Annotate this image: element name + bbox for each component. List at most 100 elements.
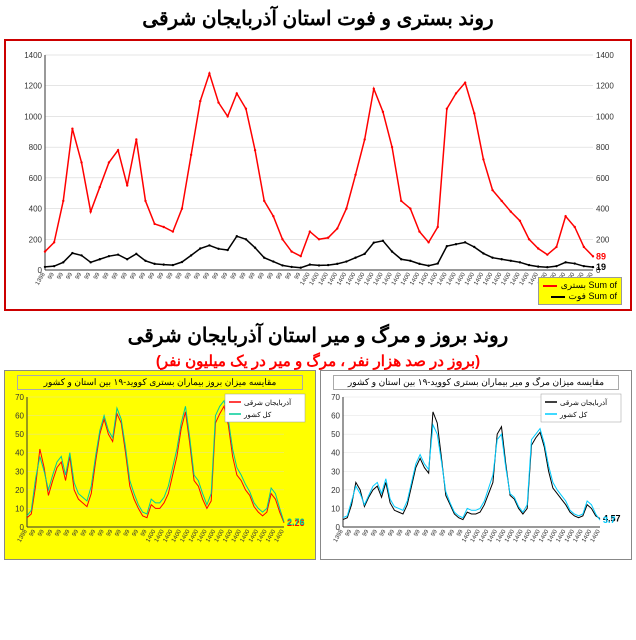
- svg-text:99: 99: [413, 528, 422, 537]
- svg-text:99: 99: [132, 528, 141, 537]
- svg-text:99: 99: [422, 528, 431, 537]
- svg-text:20: 20: [15, 486, 24, 495]
- svg-text:99: 99: [93, 271, 102, 280]
- svg-text:40: 40: [331, 449, 340, 458]
- svg-text:40: 40: [15, 449, 24, 458]
- section1-title: روند بستری و فوت استان آذربایجان شرقی: [0, 0, 636, 37]
- svg-text:99: 99: [184, 271, 193, 280]
- section-incidence-mortality: روند بروز و مرگ و میر استان آذربایجان شر…: [0, 317, 636, 564]
- svg-text:99: 99: [353, 528, 362, 537]
- svg-text:70: 70: [331, 393, 340, 402]
- svg-text:99: 99: [72, 528, 81, 537]
- svg-text:99: 99: [439, 528, 448, 537]
- svg-text:99: 99: [47, 271, 56, 280]
- mortality-chart: مقایسه میزان مرگ و میر بیماران بستری کوو…: [320, 370, 632, 560]
- svg-text:10: 10: [331, 504, 340, 513]
- svg-text:99: 99: [102, 271, 111, 280]
- svg-text:600: 600: [29, 174, 43, 183]
- svg-text:99: 99: [111, 271, 120, 280]
- svg-text:20: 20: [331, 486, 340, 495]
- svg-text:99: 99: [63, 528, 72, 537]
- chart2-svg: 0102030405060701398999999999999999999999…: [7, 392, 309, 557]
- incidence-chart-title: مقایسه میزان بروز بیماران بستری کووید-۱۹…: [17, 375, 303, 390]
- svg-text:99: 99: [448, 528, 457, 537]
- svg-text:99: 99: [203, 271, 212, 280]
- swatch-black: [551, 296, 565, 298]
- svg-text:99: 99: [430, 528, 439, 537]
- svg-text:800: 800: [29, 143, 43, 152]
- svg-text:1200: 1200: [596, 82, 614, 91]
- svg-text:50: 50: [331, 430, 340, 439]
- svg-text:99: 99: [396, 528, 405, 537]
- mortality-chart-title: مقایسه میزان مرگ و میر بیماران بستری کوو…: [333, 375, 619, 390]
- svg-text:99: 99: [405, 528, 414, 537]
- svg-text:99: 99: [29, 528, 38, 537]
- svg-text:99: 99: [230, 271, 239, 280]
- svg-text:99: 99: [80, 528, 89, 537]
- svg-text:1000: 1000: [24, 112, 42, 121]
- svg-text:99: 99: [120, 271, 129, 280]
- svg-text:10: 10: [15, 504, 24, 513]
- svg-text:99: 99: [123, 528, 132, 537]
- svg-text:1400: 1400: [24, 51, 42, 60]
- svg-text:1400: 1400: [596, 51, 614, 60]
- svg-text:99: 99: [248, 271, 257, 280]
- svg-text:99: 99: [84, 271, 93, 280]
- svg-text:99: 99: [362, 528, 371, 537]
- svg-text:200: 200: [596, 235, 610, 244]
- svg-text:99: 99: [114, 528, 123, 537]
- svg-text:99: 99: [239, 271, 248, 280]
- svg-text:99: 99: [257, 271, 266, 280]
- svg-text:400: 400: [596, 205, 610, 214]
- section-hospitalization-death: روند بستری و فوت استان آذربایجان شرقی 00…: [0, 0, 636, 311]
- chart1-frame: 0020020040040060060080080010001000120012…: [4, 39, 632, 311]
- svg-text:99: 99: [285, 271, 294, 280]
- svg-text:99: 99: [66, 271, 75, 280]
- svg-text:99: 99: [130, 271, 139, 280]
- svg-text:200: 200: [29, 235, 43, 244]
- bottom-charts-row: مقایسه میزان بروز بیماران بستری کووید-۱۹…: [0, 370, 636, 564]
- section2-subtitle: (بروز در صد هزار نفر ، مرگ و میر در یک م…: [0, 352, 636, 370]
- svg-text:89: 89: [596, 251, 606, 261]
- svg-text:99: 99: [106, 528, 115, 537]
- section2-title: روند بروز و مرگ و میر استان آذربایجان شر…: [0, 317, 636, 354]
- svg-text:99: 99: [267, 271, 276, 280]
- svg-text:کل کشور: کل کشور: [243, 411, 272, 419]
- svg-text:99: 99: [89, 528, 98, 537]
- svg-text:99: 99: [56, 271, 65, 280]
- svg-text:99: 99: [148, 271, 157, 280]
- svg-text:99: 99: [345, 528, 354, 537]
- chart1-legend: Sum of بستری Sum of فوت: [538, 277, 622, 305]
- legend-death: Sum of فوت: [543, 291, 617, 302]
- chart1-area: 0020020040040060060080080010001000120012…: [10, 45, 626, 305]
- svg-text:99: 99: [193, 271, 202, 280]
- svg-text:99: 99: [139, 271, 148, 280]
- svg-text:400: 400: [29, 205, 43, 214]
- svg-text:1000: 1000: [596, 112, 614, 121]
- svg-text:30: 30: [15, 467, 24, 476]
- svg-text:99: 99: [75, 271, 84, 280]
- svg-text:99: 99: [54, 528, 63, 537]
- legend-hospitalized: Sum of بستری: [543, 280, 617, 291]
- svg-text:1400: 1400: [590, 528, 602, 543]
- svg-text:99: 99: [370, 528, 379, 537]
- svg-text:99: 99: [37, 528, 46, 537]
- svg-text:99: 99: [379, 528, 388, 537]
- svg-text:60: 60: [15, 412, 24, 421]
- chart3-svg: 0102030405060701398999999999999999999999…: [323, 392, 625, 557]
- svg-text:1400: 1400: [274, 528, 286, 543]
- svg-text:کل کشور: کل کشور: [559, 411, 588, 419]
- svg-text:99: 99: [221, 271, 230, 280]
- svg-text:800: 800: [596, 143, 610, 152]
- chart1-svg: 0020020040040060060080080010001000120012…: [10, 45, 628, 305]
- svg-text:3.7: 3.7: [603, 515, 616, 525]
- svg-text:99: 99: [175, 271, 184, 280]
- svg-text:30: 30: [331, 467, 340, 476]
- svg-text:99: 99: [212, 271, 221, 280]
- svg-text:99: 99: [46, 528, 55, 537]
- svg-text:99: 99: [276, 271, 285, 280]
- svg-text:60: 60: [331, 412, 340, 421]
- svg-text:50: 50: [15, 430, 24, 439]
- svg-text:2.76: 2.76: [287, 517, 305, 527]
- incidence-chart: مقایسه میزان بروز بیماران بستری کووید-۱۹…: [4, 370, 316, 560]
